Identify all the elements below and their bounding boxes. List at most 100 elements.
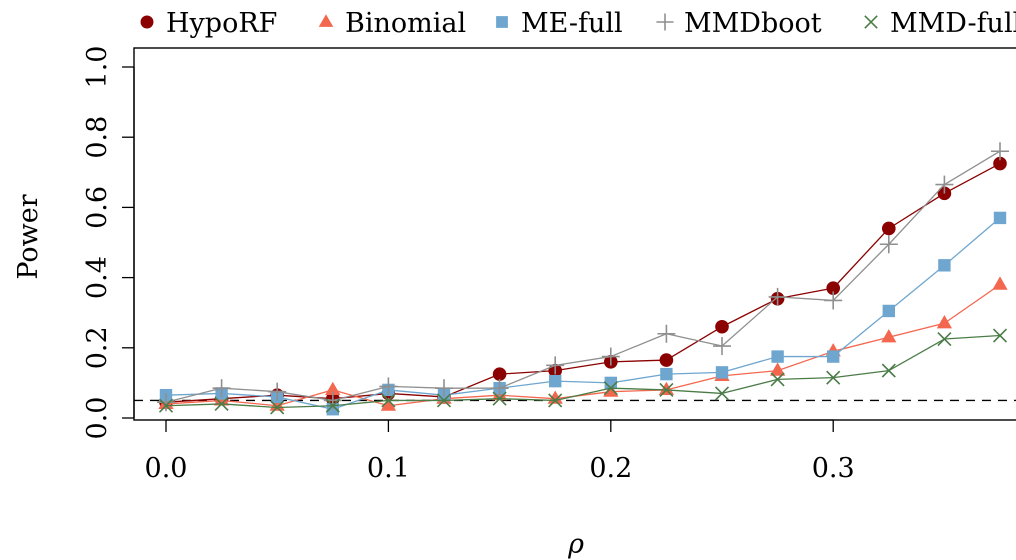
data-point bbox=[657, 324, 676, 343]
series-segment bbox=[721, 369, 778, 377]
series-segment bbox=[944, 284, 1001, 324]
data-point bbox=[492, 391, 507, 406]
series-segment bbox=[555, 391, 611, 400]
data-point bbox=[991, 142, 1009, 161]
series-segment bbox=[221, 403, 278, 409]
series-segment bbox=[388, 389, 445, 396]
legend-marker bbox=[496, 16, 508, 28]
data-point bbox=[935, 175, 954, 194]
data-point bbox=[992, 328, 1008, 343]
series-segment bbox=[277, 391, 333, 402]
series-segment bbox=[443, 398, 500, 402]
series-segment bbox=[221, 392, 278, 398]
series-segment bbox=[888, 184, 945, 245]
data-point bbox=[660, 367, 673, 381]
data-point bbox=[547, 390, 563, 404]
series-segment bbox=[777, 296, 834, 302]
data-point bbox=[992, 276, 1008, 290]
series-segment bbox=[666, 326, 723, 361]
legend-item-hyporf: HypoRF bbox=[140, 8, 277, 39]
series-segment bbox=[165, 399, 222, 405]
x-tick-label: 0.1 bbox=[367, 453, 410, 484]
series-segment bbox=[388, 392, 445, 398]
series-segment bbox=[443, 387, 500, 396]
data-point bbox=[546, 356, 565, 375]
series-segment bbox=[666, 333, 723, 347]
data-point bbox=[768, 287, 787, 306]
series-segment bbox=[555, 361, 611, 372]
series-segment bbox=[555, 355, 611, 366]
series-segment bbox=[277, 389, 333, 407]
data-point bbox=[937, 331, 952, 347]
series-segment bbox=[777, 350, 834, 372]
x-tick-label: 0.3 bbox=[812, 453, 855, 484]
legend-label: MMD-full bbox=[890, 8, 1016, 39]
series-segment bbox=[721, 355, 778, 373]
series-segment bbox=[165, 387, 222, 403]
series-segment bbox=[555, 380, 611, 384]
data-point bbox=[270, 400, 285, 415]
data-point bbox=[993, 211, 1007, 225]
data-point bbox=[436, 393, 452, 408]
y-tick-label: 0.6 bbox=[82, 186, 113, 229]
series-mmd-full bbox=[158, 328, 1008, 415]
data-point bbox=[879, 235, 898, 254]
series-segment bbox=[666, 371, 723, 375]
y-tick-label: 0.0 bbox=[82, 397, 113, 440]
data-point bbox=[715, 319, 729, 334]
legend-marker bbox=[140, 15, 154, 29]
data-point bbox=[993, 156, 1007, 171]
series-segment bbox=[499, 380, 556, 389]
data-point bbox=[381, 393, 396, 408]
series-segment bbox=[888, 322, 945, 338]
data-point bbox=[824, 291, 843, 310]
x-axis: 0.0 0.1 0.2 0.3 bbox=[145, 419, 855, 484]
series-mmdboot bbox=[157, 142, 1009, 412]
series-segment bbox=[221, 399, 278, 407]
series-segment bbox=[832, 228, 890, 289]
data-point bbox=[936, 315, 953, 329]
data-point bbox=[826, 281, 840, 295]
legend-item-me-full: ME-full bbox=[496, 8, 623, 39]
data-point bbox=[603, 381, 618, 396]
data-point bbox=[435, 379, 453, 398]
data-point bbox=[158, 398, 174, 413]
legend-label: Binomial bbox=[345, 8, 466, 39]
series-segment bbox=[944, 150, 1001, 186]
series-segment bbox=[332, 399, 389, 407]
series-segment bbox=[944, 334, 1001, 340]
series-segment bbox=[832, 243, 890, 301]
legend-item-mmdboot: MMDboot bbox=[656, 8, 822, 39]
data-point bbox=[715, 366, 729, 379]
series-segment bbox=[832, 310, 890, 358]
series-segment bbox=[721, 378, 778, 395]
legend-marker bbox=[864, 15, 878, 29]
series-segment bbox=[443, 394, 500, 400]
data-point bbox=[658, 381, 675, 396]
series-segment bbox=[221, 387, 278, 393]
data-point bbox=[826, 370, 841, 385]
series-segment bbox=[833, 369, 889, 379]
series-me-full bbox=[159, 211, 1007, 416]
data-point bbox=[157, 393, 175, 412]
series-segment bbox=[499, 369, 556, 375]
data-point bbox=[268, 382, 287, 401]
legend-marker bbox=[318, 14, 334, 27]
data-point bbox=[603, 383, 619, 397]
series-segment bbox=[943, 217, 1001, 266]
series-layer bbox=[157, 142, 1009, 416]
series-binomial bbox=[158, 276, 1008, 411]
series-segment bbox=[332, 385, 389, 402]
series-segment bbox=[332, 389, 389, 410]
x-tick-label: 0.0 bbox=[145, 453, 188, 484]
y-axis-label: Power bbox=[13, 194, 44, 279]
data-point bbox=[659, 382, 674, 397]
series-segment bbox=[888, 192, 945, 230]
series-segment bbox=[610, 359, 667, 363]
legend-label: MMDboot bbox=[684, 8, 822, 39]
legend-marker bbox=[656, 13, 674, 31]
data-point bbox=[214, 396, 229, 412]
data-point bbox=[769, 362, 786, 376]
data-point bbox=[601, 347, 620, 366]
